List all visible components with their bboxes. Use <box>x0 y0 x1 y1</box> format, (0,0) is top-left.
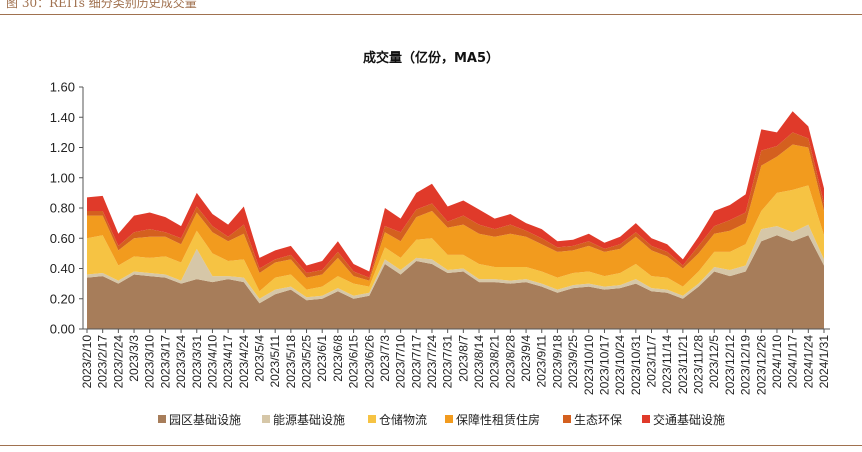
area-series-2 <box>87 224 824 304</box>
x-tick-label: 2023/9/18 <box>550 335 564 389</box>
y-tick-label: 0.60 <box>50 231 75 246</box>
x-tick-label: 2023/12/12 <box>723 335 737 395</box>
x-tick-label: 2024/1/31 <box>817 335 831 389</box>
x-tick-label: 2024/1/17 <box>786 335 800 389</box>
x-tick-label: 2023/7/31 <box>441 335 455 389</box>
x-tick-label: 2023/10/17 <box>597 335 611 395</box>
x-tick-label: 2023/8/14 <box>472 335 486 389</box>
legend-label-1: 园区基础设施 <box>169 413 241 427</box>
x-tick-label: 2023/3/10 <box>143 335 157 389</box>
x-tick-label: 2023/7/24 <box>425 335 439 389</box>
x-tick-label: 2024/1/10 <box>770 335 784 389</box>
x-tick-label: 2023/3/17 <box>158 335 172 389</box>
series-areas <box>87 111 824 329</box>
legend-swatch-2 <box>262 415 270 423</box>
x-tick-label: 2023/5/4 <box>252 335 266 382</box>
x-tick-label: 2023/11/7 <box>645 335 659 388</box>
x-axis: 2023/2/10 2023/2/17 2023/2/24 2023/3/3 2023/… <box>80 328 831 395</box>
x-tick-label: 2023/2/24 <box>111 335 125 389</box>
y-tick-label: 1.60 <box>50 80 75 95</box>
x-tick-label: 2023/4/17 <box>221 335 235 389</box>
chart-title: 成交量（亿份，MA5） <box>363 50 499 66</box>
legend-swatch-1 <box>158 415 166 423</box>
x-tick-label: 2023/10/24 <box>613 335 627 395</box>
x-tick-label: 2023/12/19 <box>739 335 753 395</box>
x-tick-label: 2023/9/25 <box>566 335 580 389</box>
legend-swatch-3 <box>368 415 376 423</box>
legend: 园区基础设施 能源基础设施 仓储物流 保障性租赁住房 生态环保 交通基础设施 <box>158 412 725 427</box>
y-axis: 0.00 0.20 0.40 0.60 0.80 1.00 1.20 1.40 1.60 <box>50 80 84 337</box>
x-tick-label: 2023/3/3 <box>127 335 141 382</box>
figure-caption: 图 30：REITs 细分类别历史成交量 <box>6 0 197 10</box>
area-series-4 <box>87 144 824 292</box>
y-tick-label: 0.80 <box>50 201 75 216</box>
area-series-3 <box>87 185 824 299</box>
legend-label-6: 交通基础设施 <box>653 412 725 427</box>
x-tick-label: 2023/12/26 <box>754 335 768 395</box>
bottom-rule <box>0 445 862 446</box>
x-tick-label: 2023/11/28 <box>692 335 706 394</box>
x-tick-label: 2023/2/10 <box>80 335 94 389</box>
x-tick-label: 2023/8/28 <box>503 335 517 389</box>
x-tick-label: 2024/1/24 <box>801 335 815 389</box>
x-tick-label: 2023/6/26 <box>362 335 376 389</box>
x-tick-label: 2023/10/31 <box>629 335 643 395</box>
x-tick-label: 2023/2/17 <box>96 335 110 389</box>
y-tick-label: 0.20 <box>50 291 75 306</box>
legend-swatch-5 <box>563 415 571 423</box>
legend-label-2: 能源基础设施 <box>273 413 345 427</box>
area-series-1 <box>87 235 824 329</box>
x-tick-label: 2023/6/15 <box>347 335 361 389</box>
legend-label-5: 生态环保 <box>574 413 622 427</box>
x-tick-label: 2023/7/3 <box>378 335 392 382</box>
x-tick-label: 2023/10/10 <box>582 335 596 395</box>
x-tick-label: 2023/3/31 <box>190 335 204 389</box>
x-tick-label: 2023/6/1 <box>315 335 329 382</box>
x-tick-label: 2023/8/7 <box>456 335 470 382</box>
x-tick-label: 2023/9/11 <box>535 335 549 388</box>
y-tick-label: 1.40 <box>50 110 75 125</box>
legend-label-4: 保障性租赁住房 <box>456 412 540 427</box>
y-tick-label: 1.00 <box>50 170 75 185</box>
x-tick-label: 2023/9/4 <box>519 335 533 382</box>
x-tick-label: 2023/5/18 <box>284 335 298 389</box>
x-tick-label: 2023/6/8 <box>331 335 345 382</box>
legend-swatch-6 <box>642 415 650 423</box>
x-tick-label: 2023/5/11 <box>268 335 282 388</box>
x-tick-label: 2023/7/10 <box>394 335 408 389</box>
x-tick-label: 2023/3/24 <box>174 335 188 389</box>
x-tick-label: 2023/7/17 <box>409 335 423 389</box>
x-tick-label: 2023/12/5 <box>707 335 721 389</box>
top-rule <box>0 14 862 15</box>
legend-swatch-4 <box>445 415 453 423</box>
x-tick-label: 2023/11/21 <box>676 335 690 394</box>
y-tick-label: 1.20 <box>50 140 75 155</box>
x-tick-label: 2023/11/14 <box>660 335 674 394</box>
x-tick-label: 2023/5/25 <box>300 335 314 389</box>
y-tick-label: 0.40 <box>50 261 75 276</box>
x-tick-label: 2023/4/24 <box>237 335 251 389</box>
legend-label-3: 仓储物流 <box>379 412 427 427</box>
x-tick-label: 2023/8/21 <box>488 335 502 389</box>
y-tick-label: 0.00 <box>50 322 75 337</box>
x-tick-label: 2023/4/10 <box>205 335 219 389</box>
